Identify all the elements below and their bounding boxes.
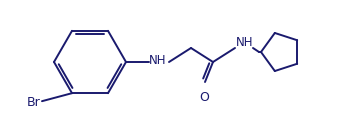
Text: NH: NH: [149, 55, 167, 68]
Text: NH: NH: [236, 36, 253, 48]
Text: O: O: [199, 91, 209, 104]
Text: Br: Br: [26, 96, 40, 109]
